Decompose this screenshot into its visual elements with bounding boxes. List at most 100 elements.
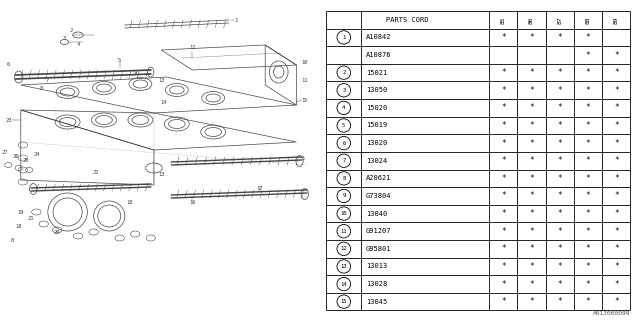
- Text: *: *: [586, 139, 590, 148]
- Text: *: *: [501, 68, 506, 77]
- Text: *: *: [557, 121, 562, 130]
- Text: 17: 17: [257, 186, 263, 190]
- Text: 3: 3: [342, 88, 346, 93]
- Text: 6: 6: [342, 140, 346, 146]
- Text: *: *: [557, 244, 562, 253]
- Text: 14: 14: [160, 100, 166, 105]
- Text: PARTS CORD: PARTS CORD: [387, 17, 429, 23]
- Text: 14: 14: [340, 282, 347, 286]
- Text: *: *: [586, 297, 590, 306]
- Text: *: *: [557, 209, 562, 218]
- Text: *: *: [614, 121, 619, 130]
- Text: *: *: [586, 227, 590, 236]
- Text: 15019: 15019: [366, 123, 387, 129]
- Text: *: *: [501, 262, 506, 271]
- Text: 2: 2: [342, 70, 346, 75]
- Text: *: *: [557, 174, 562, 183]
- Text: *: *: [586, 121, 590, 130]
- Text: *: *: [614, 174, 619, 183]
- Text: 1: 1: [301, 156, 305, 161]
- Text: *: *: [586, 51, 590, 60]
- Text: *: *: [501, 297, 506, 306]
- Text: 15021: 15021: [366, 70, 387, 76]
- Text: *: *: [529, 103, 534, 112]
- Text: *: *: [529, 139, 534, 148]
- Text: 85: 85: [500, 16, 506, 24]
- Text: *: *: [557, 262, 562, 271]
- Text: *: *: [586, 191, 590, 200]
- Text: *: *: [614, 51, 619, 60]
- Text: 3: 3: [63, 36, 66, 42]
- Text: *: *: [586, 262, 590, 271]
- Text: 86: 86: [529, 16, 534, 24]
- Text: 13: 13: [158, 172, 164, 178]
- Text: *: *: [586, 244, 590, 253]
- Text: 10: 10: [301, 60, 308, 65]
- Text: 15: 15: [301, 98, 308, 102]
- Text: G73804: G73804: [366, 193, 392, 199]
- Text: 27: 27: [2, 149, 8, 155]
- Text: 11: 11: [340, 229, 347, 234]
- Text: 87: 87: [557, 16, 563, 24]
- Text: 13045: 13045: [366, 299, 387, 305]
- Text: *: *: [614, 244, 619, 253]
- Text: *: *: [586, 103, 590, 112]
- Text: *: *: [501, 103, 506, 112]
- Text: *: *: [614, 191, 619, 200]
- Text: *: *: [529, 280, 534, 289]
- Text: *: *: [529, 297, 534, 306]
- Text: *: *: [501, 244, 506, 253]
- Text: 24: 24: [33, 153, 40, 157]
- Text: 16: 16: [189, 199, 196, 204]
- Text: 5: 5: [342, 123, 346, 128]
- Text: *: *: [586, 86, 590, 95]
- Text: A10876: A10876: [366, 52, 392, 58]
- Text: 5: 5: [118, 58, 121, 62]
- Text: 89: 89: [614, 16, 619, 24]
- Text: 7: 7: [45, 77, 49, 83]
- Text: A10842: A10842: [366, 35, 392, 40]
- Text: 2: 2: [69, 28, 72, 33]
- Text: G95801: G95801: [366, 246, 392, 252]
- Text: *: *: [614, 280, 619, 289]
- Text: 8: 8: [40, 85, 44, 91]
- Text: *: *: [501, 139, 506, 148]
- Text: *: *: [529, 121, 534, 130]
- Text: *: *: [501, 121, 506, 130]
- Text: *: *: [586, 280, 590, 289]
- Text: *: *: [586, 174, 590, 183]
- Text: 4: 4: [76, 43, 79, 47]
- Text: *: *: [529, 262, 534, 271]
- Text: *: *: [586, 156, 590, 165]
- Text: 19: 19: [17, 210, 24, 214]
- Text: A013000099: A013000099: [593, 311, 630, 316]
- Text: *: *: [557, 156, 562, 165]
- Text: *: *: [586, 68, 590, 77]
- Text: 13013: 13013: [366, 263, 387, 269]
- Text: *: *: [614, 103, 619, 112]
- Text: A20621: A20621: [366, 175, 392, 181]
- Text: *: *: [529, 244, 534, 253]
- Text: *: *: [614, 156, 619, 165]
- Text: *: *: [586, 209, 590, 218]
- Text: *: *: [614, 86, 619, 95]
- Text: *: *: [501, 209, 506, 218]
- Text: 22: 22: [92, 170, 99, 174]
- Text: 11: 11: [301, 77, 308, 83]
- Text: *: *: [529, 86, 534, 95]
- Text: 7: 7: [342, 158, 346, 163]
- Text: *: *: [614, 297, 619, 306]
- Text: 4: 4: [342, 105, 346, 110]
- Text: 20: 20: [54, 229, 60, 235]
- Text: 1: 1: [342, 35, 346, 40]
- Text: 13028: 13028: [366, 281, 387, 287]
- Text: *: *: [586, 33, 590, 42]
- Text: *: *: [557, 227, 562, 236]
- Text: *: *: [557, 280, 562, 289]
- Text: *: *: [501, 280, 506, 289]
- Text: *: *: [529, 33, 534, 42]
- Text: 21: 21: [28, 215, 35, 220]
- Text: *: *: [501, 86, 506, 95]
- Text: 13024: 13024: [366, 158, 387, 164]
- Text: *: *: [529, 156, 534, 165]
